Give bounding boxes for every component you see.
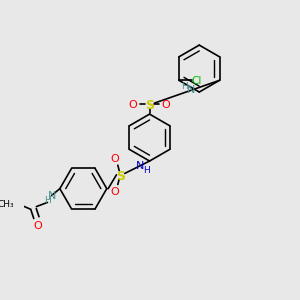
Text: H: H (143, 166, 149, 175)
Text: O: O (33, 220, 42, 230)
Text: N: N (136, 161, 144, 171)
Text: Cl: Cl (191, 76, 202, 86)
Text: H: H (44, 196, 51, 205)
Text: CH₃: CH₃ (0, 200, 14, 209)
Text: O: O (129, 100, 137, 110)
Text: N: N (186, 85, 195, 95)
Text: H: H (181, 82, 188, 91)
Text: O: O (111, 188, 119, 197)
Text: N: N (47, 191, 56, 201)
Text: S: S (145, 100, 154, 112)
Text: O: O (111, 154, 119, 164)
Text: O: O (162, 100, 170, 110)
Text: S: S (116, 170, 125, 183)
